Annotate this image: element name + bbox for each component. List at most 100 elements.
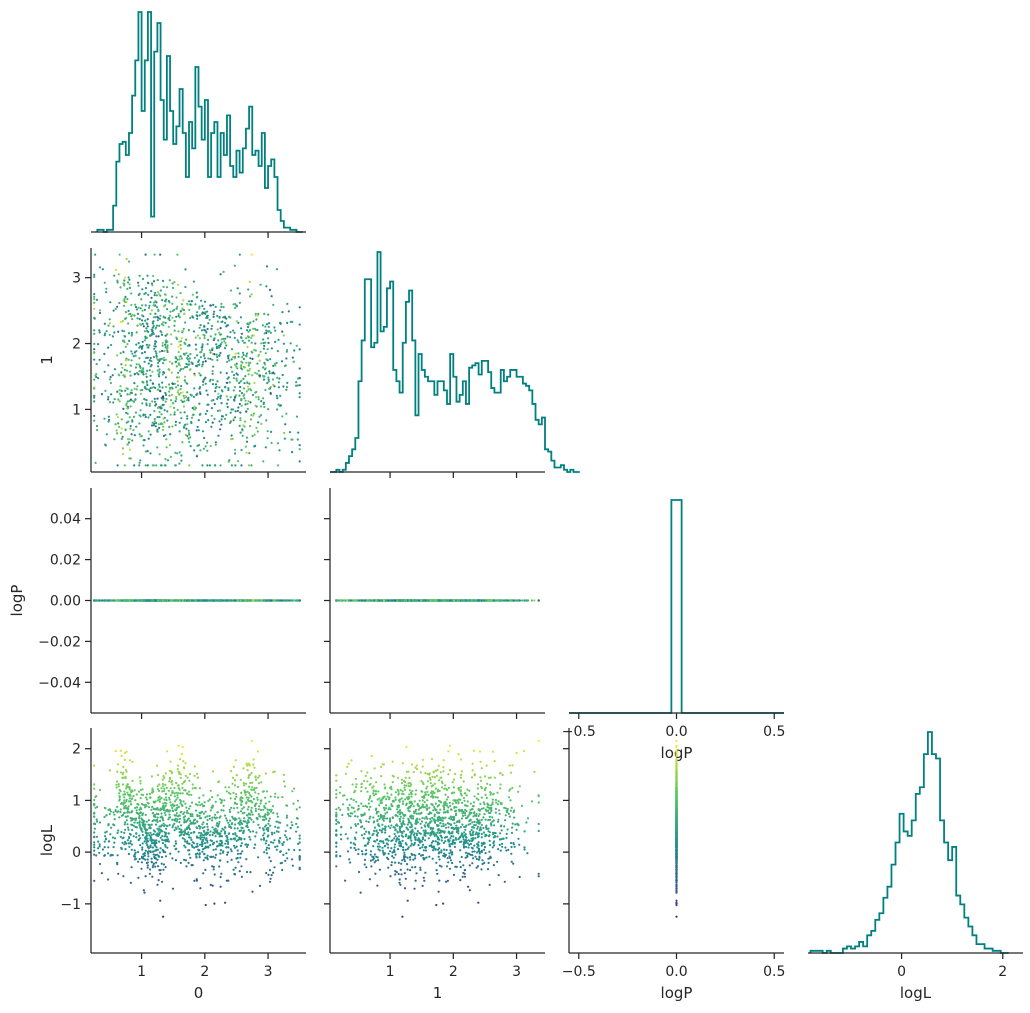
scatter-point [167,325,170,328]
scatter-point [287,310,290,313]
scatter-point [109,301,112,304]
scatter-point [122,374,125,377]
scatter-point [188,464,191,467]
scatter-point [152,324,155,327]
scatter-point [165,385,168,388]
scatter-point [206,441,209,444]
scatter-point [207,338,210,341]
scatter-point [195,364,198,367]
scatter-point [382,599,385,602]
scatter-point [339,599,342,602]
scatter-point [418,599,421,602]
scatter-point [155,352,158,355]
scatter-point [179,347,182,350]
scatter-point [223,799,226,802]
scatter-point [212,315,215,318]
scatter-point [149,356,152,360]
scatter-point [256,362,259,365]
scatter-point [125,819,128,822]
scatter-point [95,298,98,301]
scatter-point [265,372,268,375]
scatter-point [296,377,300,380]
scatter-point [186,303,189,306]
scatter-point [229,411,232,414]
scatter-point [196,314,199,318]
scatter-point [201,464,204,467]
scatter-point [233,779,236,782]
scatter-point [171,818,174,821]
scatter-point [255,426,258,429]
scatter-point [252,327,255,330]
scatter-point [461,599,465,602]
scatter-point [144,292,147,295]
scatter-point [156,446,159,449]
scatter-point [175,386,178,389]
scatter-point [144,287,148,290]
scatter-point [208,318,211,321]
scatter-point [236,806,239,809]
scatter-point [254,342,257,345]
scatter-point [255,831,258,834]
scatter-point [238,870,241,873]
scatter-point [135,425,138,428]
scatter-point [257,312,260,315]
scatter-point [265,323,269,326]
scatter-point [128,286,131,289]
scatter-point [98,311,102,315]
scatter-point [296,384,299,387]
scatter-point [146,322,149,326]
scatter-point [523,599,526,602]
scatter-point [214,853,218,856]
scatter-point [128,278,131,281]
scatter-point [177,312,180,315]
scatter-point [154,327,157,330]
scatter-point [140,298,143,301]
scatter-point [387,599,390,602]
scatter-point [265,329,268,332]
scatter-point [211,358,214,361]
scatter-point [187,431,191,435]
scatter-point [131,419,134,422]
scatter-point [279,322,282,325]
scatter-point [108,333,111,336]
scatter-point [187,360,191,363]
scatter-point [360,599,364,602]
scatter-point [234,416,237,419]
scatter-point [132,355,135,358]
scatter-point [110,826,113,829]
scatter-point [181,837,184,840]
y-tick: 0.02 [50,553,91,569]
scatter-point [158,375,161,378]
scatter-point [220,305,223,308]
scatter-point [135,343,138,346]
scatter-point [178,393,181,396]
scatter-point [176,376,179,379]
scatter-point [108,322,111,325]
scatter-point [162,434,165,437]
scatter-point [237,341,240,344]
scatter-point [268,322,271,325]
scatter-point [113,331,116,334]
scatter-point [267,408,270,411]
scatter-point [161,344,164,347]
scatter-point [215,353,218,356]
scatter-point [152,833,155,836]
scatter-point [126,287,129,290]
scatter-point [140,319,144,322]
scatter-point [259,405,262,408]
scatter-point [147,362,150,365]
scatter-point [139,365,142,368]
scatter-point [151,370,154,373]
scatter-point [159,294,162,297]
scatter-point [149,433,152,436]
scatter-point [239,366,242,369]
scatter-point [238,394,241,397]
scatter-point [276,442,279,445]
scatter-point [179,355,182,358]
scatter-point [221,320,224,323]
scatter-point [286,348,289,352]
scatter-point [129,374,132,377]
scatter-point [286,857,289,860]
scatter-point [235,320,238,323]
